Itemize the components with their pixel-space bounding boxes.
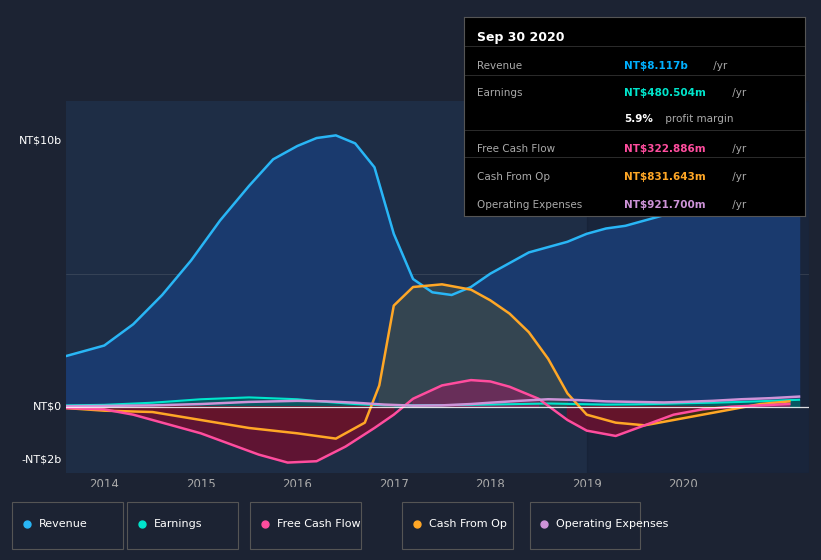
Text: /yr: /yr <box>729 200 746 209</box>
Text: /yr: /yr <box>710 60 727 71</box>
Text: Operating Expenses: Operating Expenses <box>556 519 668 529</box>
Text: NT$831.643m: NT$831.643m <box>624 172 706 182</box>
Text: Earnings: Earnings <box>478 88 523 99</box>
Text: NT$0: NT$0 <box>33 402 62 412</box>
Text: NT$322.886m: NT$322.886m <box>624 144 705 154</box>
Text: Revenue: Revenue <box>478 60 523 71</box>
Text: NT$921.700m: NT$921.700m <box>624 200 705 209</box>
Text: Sep 30 2020: Sep 30 2020 <box>478 31 565 44</box>
Text: -NT$2b: -NT$2b <box>21 455 62 465</box>
Text: Operating Expenses: Operating Expenses <box>478 200 583 209</box>
Text: profit margin: profit margin <box>663 114 734 124</box>
Text: Revenue: Revenue <box>39 519 87 529</box>
Text: NT$8.117b: NT$8.117b <box>624 60 688 71</box>
Text: Cash From Op: Cash From Op <box>429 519 507 529</box>
Text: NT$10b: NT$10b <box>19 136 62 146</box>
Text: /yr: /yr <box>729 172 746 182</box>
Text: NT$480.504m: NT$480.504m <box>624 88 706 99</box>
Text: Free Cash Flow: Free Cash Flow <box>277 519 360 529</box>
Text: /yr: /yr <box>729 88 746 99</box>
Text: Cash From Op: Cash From Op <box>478 172 551 182</box>
Text: Earnings: Earnings <box>154 519 202 529</box>
Text: 5.9%: 5.9% <box>624 114 653 124</box>
Text: Free Cash Flow: Free Cash Flow <box>478 144 556 154</box>
Bar <box>587 101 809 473</box>
Text: /yr: /yr <box>729 144 746 154</box>
